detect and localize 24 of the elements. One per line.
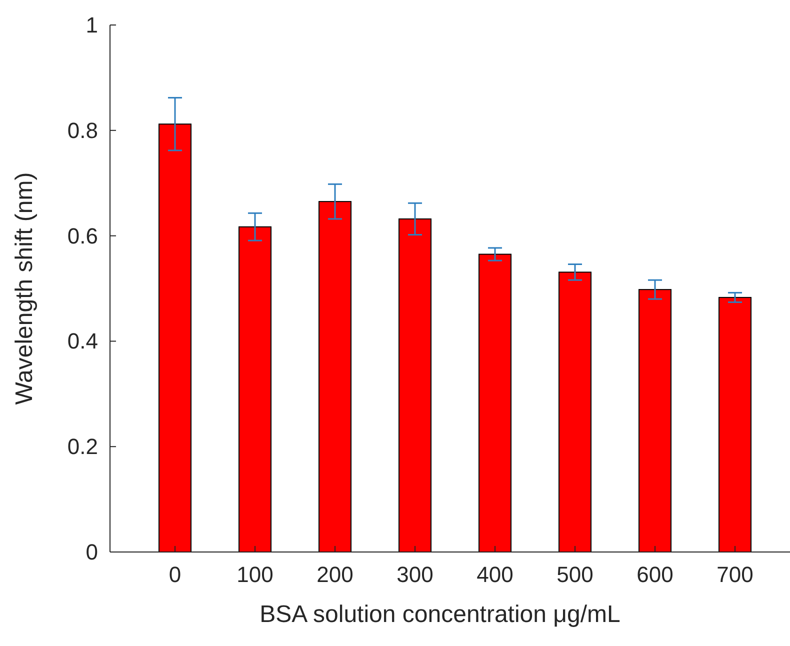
y-axis-title: Wavelength shift (nm) <box>11 172 38 405</box>
x-axis-title: BSA solution concentration μg/mL <box>260 601 620 628</box>
bar <box>718 296 752 552</box>
y-tick-label: 0.8 <box>67 118 98 143</box>
bar <box>318 201 352 552</box>
x-tick-label: 400 <box>476 562 514 587</box>
x-tick-label: 600 <box>636 562 674 587</box>
y-tick-label: 0.2 <box>67 434 98 460</box>
y-tick-label: 0.6 <box>67 223 98 248</box>
bar <box>638 289 672 552</box>
y-tick-label: 0 <box>86 540 98 564</box>
x-tick-label: 300 <box>396 562 434 587</box>
y-tick-label: 1 <box>86 12 98 38</box>
x-tick-label: 500 <box>556 562 594 587</box>
x-tick-label: 100 <box>236 562 274 587</box>
x-tick-label: 700 <box>716 562 754 587</box>
x-tick-label: 0 <box>168 562 182 587</box>
y-tick-label: 0.4 <box>67 328 98 354</box>
x-tick-label: 200 <box>316 562 354 587</box>
bar <box>558 272 592 552</box>
bar <box>478 254 512 552</box>
bar <box>158 124 192 552</box>
bar <box>238 226 272 552</box>
bar <box>398 218 432 552</box>
